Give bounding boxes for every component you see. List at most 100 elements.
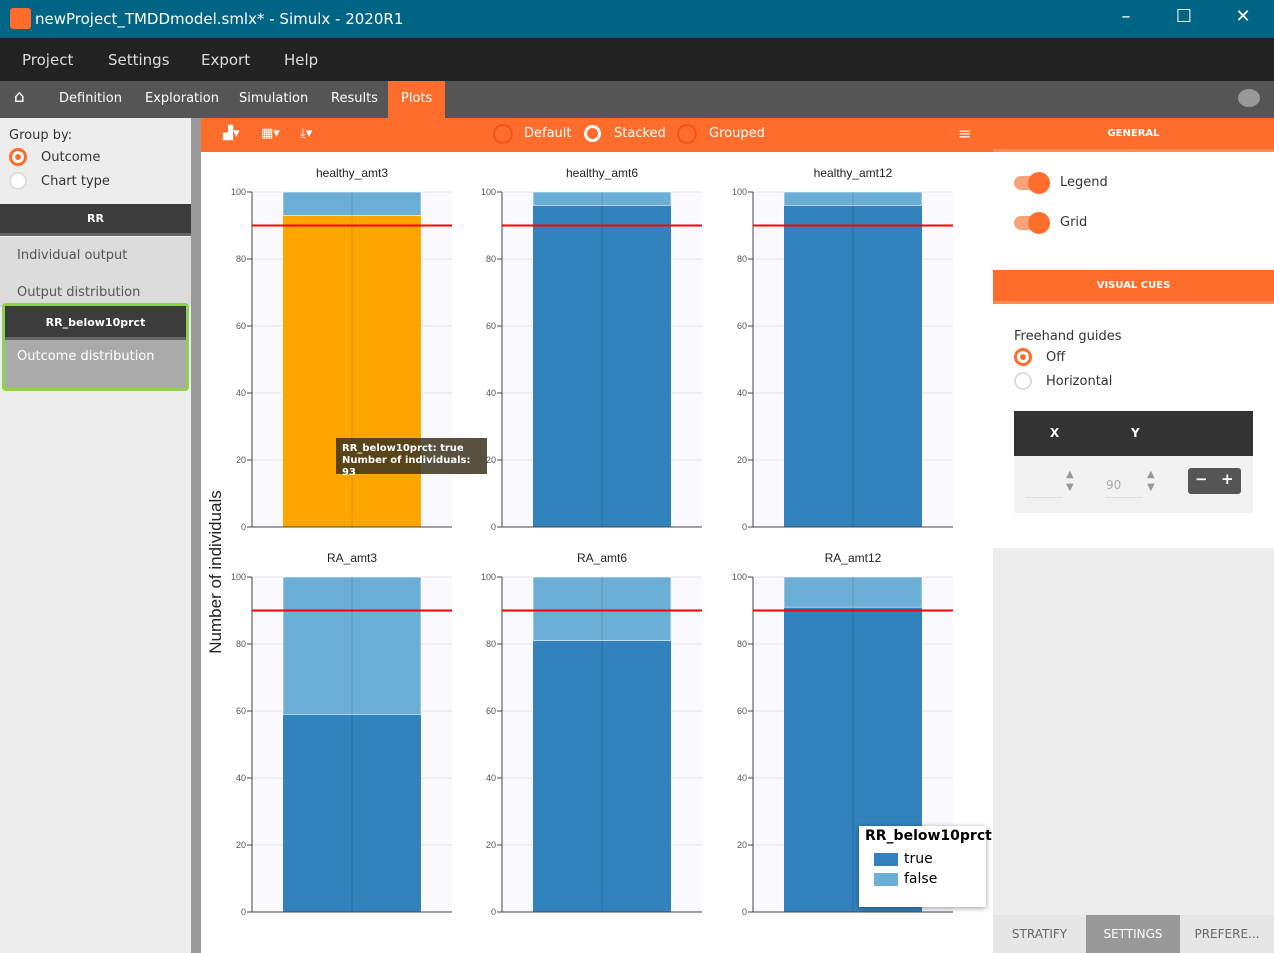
- maximize-icon[interactable]: ☐: [1175, 6, 1193, 27]
- home-icon[interactable]: ⌂: [14, 87, 25, 107]
- subsection-rr-below10prct[interactable]: RR_below10prct: [5, 306, 186, 340]
- bar-true: [533, 205, 671, 527]
- outcome-label: Outcome: [41, 150, 101, 165]
- tab-plots[interactable]: Plots: [388, 81, 446, 118]
- legend-toggle-label: Legend: [1060, 175, 1108, 190]
- y-tick-label: 40: [737, 773, 747, 783]
- y-tick-label: 40: [486, 773, 496, 783]
- radio-default[interactable]: [493, 124, 513, 144]
- legend-label-true[interactable]: true: [904, 851, 933, 867]
- right-panel: GENERAL Legend Grid VISUAL CUES Freehand…: [993, 118, 1274, 953]
- tab-definition[interactable]: Definition: [59, 91, 122, 106]
- panel-title: RA_amt3: [327, 551, 377, 565]
- y-tick-label: 20: [737, 840, 747, 850]
- close-icon[interactable]: ✕: [1235, 6, 1251, 27]
- layout-grid-menu-icon[interactable]: ▦▾: [261, 126, 280, 141]
- y-tick-label: 0: [742, 522, 747, 532]
- bar-false: [783, 576, 923, 608]
- item-individual-output[interactable]: Individual output: [17, 248, 128, 263]
- x-spinner-icon[interactable]: ▲ ▼: [1066, 469, 1074, 493]
- y-tick-label: 60: [737, 321, 747, 331]
- menu-export[interactable]: Export: [201, 51, 251, 69]
- chart-type-label: Chart type: [41, 174, 110, 189]
- y-tick-label: 40: [236, 773, 246, 783]
- y-tick-label: 80: [236, 639, 246, 649]
- y-input[interactable]: 90: [1106, 478, 1142, 498]
- y-tick-label: 100: [231, 572, 246, 582]
- panel-title: healthy_amt3: [316, 166, 388, 180]
- bar-false: [532, 576, 672, 641]
- freehand-label: Freehand guides: [1014, 329, 1122, 344]
- y-tick-label: 60: [236, 321, 246, 331]
- y-spinner-icon[interactable]: ▲ ▼: [1147, 469, 1155, 493]
- y-tick-label: 80: [236, 254, 246, 264]
- bar-true: [283, 714, 421, 912]
- y-tick-label: 0: [241, 522, 246, 532]
- legend-title: RR_below10prct: [865, 828, 992, 844]
- y-tick-label: 20: [737, 455, 747, 465]
- y-tick-label: 20: [486, 455, 496, 465]
- y-tick-label: 20: [236, 455, 246, 465]
- section-rr[interactable]: RR: [0, 204, 191, 236]
- y-tick-label: 100: [732, 572, 747, 582]
- y-tick-label: 40: [486, 388, 496, 398]
- item-output-distribution[interactable]: Output distribution: [17, 285, 141, 300]
- menu-settings[interactable]: Settings: [108, 51, 170, 69]
- stacked-label: Stacked: [614, 126, 666, 141]
- bar-false: [532, 191, 672, 206]
- menu-help[interactable]: Help: [284, 51, 319, 69]
- x-header: X: [1050, 426, 1060, 440]
- legend-swatch-true: [874, 853, 898, 866]
- minimize-icon[interactable]: –: [1121, 6, 1131, 27]
- tooltip-line-count: Number of individuals: 93: [342, 455, 471, 478]
- legend-toggle[interactable]: [1014, 172, 1050, 194]
- chat-icon[interactable]: [1238, 89, 1260, 107]
- legend-swatch-false: [874, 873, 898, 886]
- download-menu-icon[interactable]: ⤓▾: [300, 126, 313, 141]
- freehand-horizontal-label: Horizontal: [1046, 374, 1113, 389]
- plot-area: Number of individuals healthy_amt3 0 20 40 60…: [206, 166, 953, 917]
- y-tick-label: 80: [737, 254, 747, 264]
- y-tick-label: 40: [236, 388, 246, 398]
- tab-stratify[interactable]: STRATIFY: [993, 915, 1086, 953]
- bar-true: [784, 205, 922, 527]
- y-axis-label: Number of individuals: [206, 490, 225, 653]
- y-tick-label: 100: [732, 187, 747, 197]
- tab-preferences[interactable]: PREFERE...: [1180, 915, 1274, 953]
- tab-simulation[interactable]: Simulation: [239, 91, 309, 106]
- add-guide-button[interactable]: +: [1221, 470, 1234, 488]
- radio-stacked[interactable]: [584, 125, 601, 142]
- group-by-label: Group by:: [9, 128, 73, 143]
- grid-toggle-label: Grid: [1060, 215, 1088, 230]
- y-tick-label: 80: [486, 254, 496, 264]
- grid-toggle[interactable]: [1014, 212, 1050, 234]
- y-tick-label: 0: [491, 522, 496, 532]
- y-tick-label: 100: [231, 187, 246, 197]
- y-tick-label: 20: [486, 840, 496, 850]
- remove-guide-button[interactable]: −: [1195, 470, 1208, 488]
- y-tick-label: 0: [742, 907, 747, 917]
- chart-type-menu-icon[interactable]: ▟▾: [223, 126, 240, 141]
- y-tick-label: 100: [481, 572, 496, 582]
- title-bar: newProject_TMDDmodel.smlx* - Simulx - 20…: [0, 0, 1274, 38]
- legend-label-false[interactable]: false: [904, 871, 938, 887]
- plot-toolbar: ▟▾ ▦▾ ⤓▾ Default Stacked Grouped ≡: [201, 118, 993, 152]
- radio-outcome[interactable]: [9, 148, 27, 166]
- radio-freehand-horizontal[interactable]: [1014, 372, 1032, 390]
- tab-results[interactable]: Results: [331, 91, 378, 106]
- tab-exploration[interactable]: Exploration: [145, 91, 219, 106]
- bar-true: [533, 640, 671, 912]
- hamburger-menu-icon[interactable]: ≡: [958, 124, 972, 143]
- tab-settings-bottom[interactable]: SETTINGS: [1086, 915, 1180, 953]
- y-tick-label: 0: [491, 907, 496, 917]
- radio-chart-type[interactable]: [9, 172, 27, 190]
- menu-project[interactable]: Project: [22, 51, 74, 69]
- bar-false: [783, 191, 923, 206]
- x-input[interactable]: [1026, 476, 1062, 498]
- radio-freehand-off[interactable]: [1014, 348, 1032, 366]
- item-outcome-distribution[interactable]: Outcome distribution: [17, 349, 155, 364]
- left-scrollbar[interactable]: [191, 118, 201, 953]
- tab-bar: ⌂ Definition Exploration Simulation Resu…: [0, 81, 1274, 118]
- y-header: Y: [1131, 426, 1140, 440]
- radio-grouped[interactable]: [677, 124, 697, 144]
